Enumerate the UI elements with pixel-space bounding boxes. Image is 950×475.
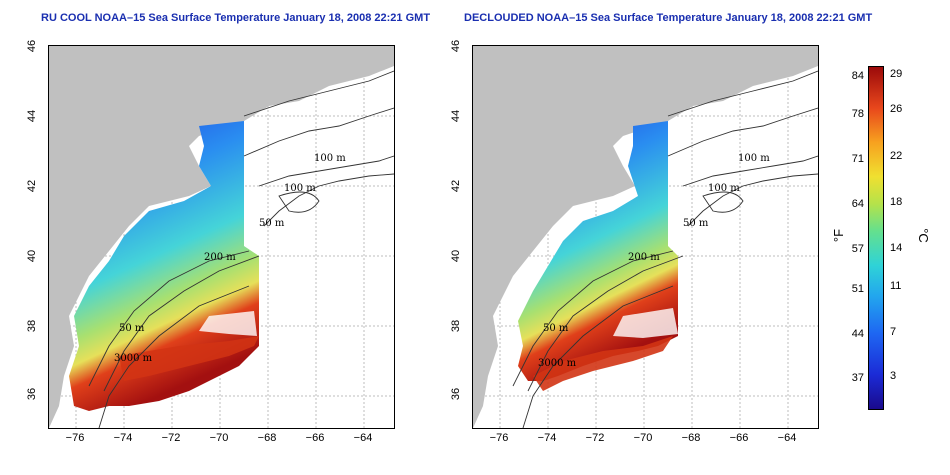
y-tick-left: 40 — [26, 249, 38, 263]
x-tick-right: −72 — [585, 432, 605, 444]
colorbar-f-tick: 71 — [851, 153, 864, 165]
colorbar-c-tick: 7 — [890, 326, 897, 338]
contour-label-50m: 50 m — [683, 218, 709, 229]
y-tick-right: 46 — [450, 39, 462, 53]
x-tick-left: −72 — [161, 432, 181, 444]
y-tick-right: 38 — [450, 319, 462, 333]
y-tick-left: 36 — [26, 387, 38, 401]
colorbar-f-tick: 51 — [851, 283, 864, 295]
right-sst-map: 100 m 100 m 50 m 200 m 50 m 3000 m — [472, 45, 819, 429]
colorbar-f-tick: 57 — [851, 243, 864, 255]
contour-label-50m-b: 50 m — [543, 323, 569, 334]
sst-field — [69, 121, 259, 411]
colorbar-c-tick: 18 — [890, 196, 903, 208]
left-map-title: RU COOL NOAA–15 Sea Surface Temperature … — [41, 12, 431, 24]
x-tick-right: −64 — [777, 432, 797, 444]
colorbar-c-tick: 22 — [890, 150, 903, 162]
contour-label-3000m: 3000 m — [114, 353, 153, 364]
y-tick-left: 38 — [26, 319, 38, 333]
contour-label-200m: 200 m — [204, 252, 236, 263]
colorbar-c-tick: 3 — [890, 370, 897, 382]
x-tick-right: −68 — [681, 432, 701, 444]
y-tick-right: 44 — [450, 109, 462, 123]
contour-label-100m-b: 100 m — [284, 183, 316, 194]
colorbar-c-tick: 14 — [890, 242, 903, 254]
contour-label-200m: 200 m — [628, 252, 660, 263]
x-tick-left: −70 — [209, 432, 229, 444]
left-sst-map: 100 m 100 m 50 m 200 m 50 m 3000 m — [48, 45, 395, 429]
x-tick-left: −74 — [113, 432, 133, 444]
colorbar-c-tick: 26 — [890, 103, 903, 115]
temperature-colorbar — [868, 66, 884, 410]
contour-label-100m-b: 100 m — [708, 183, 740, 194]
land-mass — [473, 46, 818, 428]
x-tick-right: −66 — [729, 432, 749, 444]
colorbar-f-tick: 37 — [851, 372, 864, 384]
right-map-title: DECLOUDED NOAA–15 Sea Surface Temperatur… — [464, 12, 873, 24]
colorbar-c-tick: 29 — [890, 68, 903, 80]
colorbar-f-tick: 64 — [851, 198, 864, 210]
contour-label-3000m: 3000 m — [538, 358, 577, 369]
y-tick-left: 44 — [26, 109, 38, 123]
colorbar-f-tick: 78 — [851, 108, 864, 120]
y-tick-right: 36 — [450, 387, 462, 401]
y-tick-right: 40 — [450, 249, 462, 263]
x-tick-left: −76 — [65, 432, 85, 444]
colorbar-c-tick: 11 — [890, 280, 902, 292]
x-tick-left: −68 — [257, 432, 277, 444]
y-tick-left: 42 — [26, 179, 38, 193]
y-tick-right: 42 — [450, 179, 462, 193]
x-tick-left: −64 — [353, 432, 373, 444]
contour-label-100m: 100 m — [314, 153, 346, 164]
contour-label-50m-b: 50 m — [119, 323, 145, 334]
land-mass — [49, 46, 394, 428]
celsius-label: °C — [915, 228, 931, 243]
x-tick-right: −70 — [633, 432, 653, 444]
y-tick-left: 46 — [26, 39, 38, 53]
contour-label-100m: 100 m — [738, 153, 770, 164]
colorbar-f-tick: 84 — [851, 70, 864, 82]
x-tick-right: −74 — [537, 432, 557, 444]
contour-label-50m: 50 m — [259, 218, 285, 229]
colorbar-f-tick: 44 — [851, 328, 864, 340]
x-tick-right: −76 — [489, 432, 509, 444]
x-tick-left: −66 — [305, 432, 325, 444]
fahrenheit-label: °F — [831, 228, 847, 243]
